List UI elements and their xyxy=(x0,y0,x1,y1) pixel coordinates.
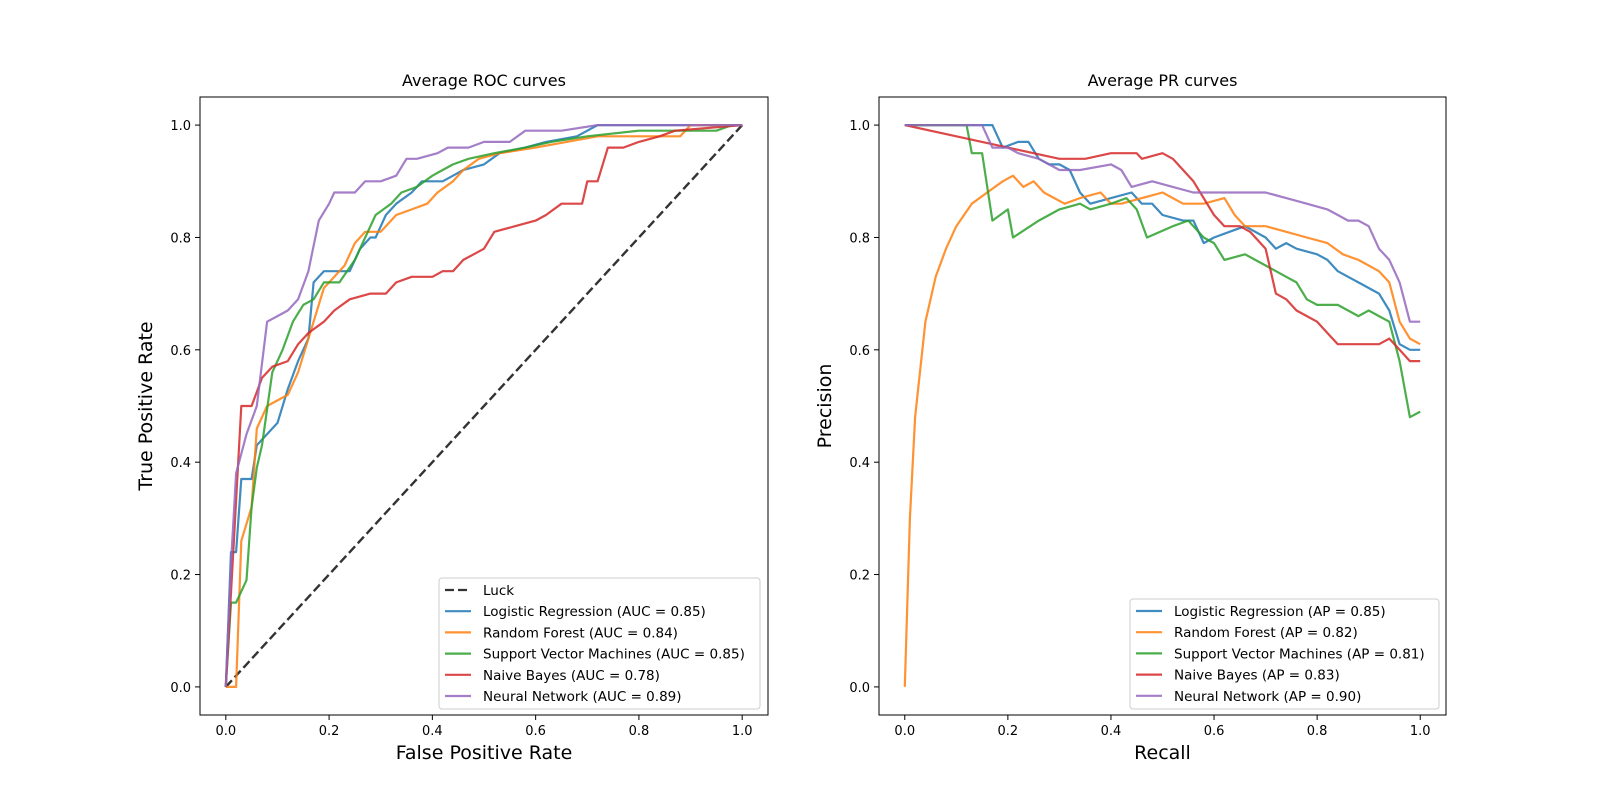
legend-entry: Neural Network (AP = 0.90) xyxy=(1174,689,1361,705)
legend-entry: Random Forest (AP = 0.82) xyxy=(1174,625,1358,641)
y-tick-label: 0.2 xyxy=(849,569,870,584)
series-line-4 xyxy=(904,124,1421,363)
legend-entry: Logistic Regression (AP = 0.85) xyxy=(1174,604,1386,620)
legend-frame xyxy=(438,577,761,710)
y-axis-label: Precision xyxy=(814,364,836,449)
legend-frame xyxy=(1129,598,1440,710)
legend: Logistic Regression (AP = 0.85) Random Fo… xyxy=(1129,598,1440,710)
series-line-3 xyxy=(904,124,1421,419)
plot-area-frame xyxy=(878,96,1447,716)
y-tick-label: 0.4 xyxy=(849,456,870,471)
legend-entry: Support Vector Machines (AP = 0.81) xyxy=(1174,646,1425,662)
legend-entry: Naive Bayes (AUC = 0.78) xyxy=(483,668,660,684)
y-axis-label: True Positive Rate xyxy=(135,321,157,491)
series-line-4 xyxy=(224,124,743,687)
y-tick-label: 0.6 xyxy=(170,344,191,359)
x-axis-label: Recall xyxy=(1134,742,1191,764)
legend-entry: Support Vector Machines (AUC = 0.85) xyxy=(483,647,745,663)
x-tick-label: 0.4 xyxy=(1101,724,1122,739)
x-tick-label: 0.6 xyxy=(1204,724,1225,739)
series-line-1 xyxy=(224,124,744,688)
x-tick-label: 0.6 xyxy=(525,724,546,739)
x-tick-label: 0.0 xyxy=(894,724,915,739)
y-tick-label: 0.2 xyxy=(170,569,191,584)
legend-entry: Logistic Regression (AUC = 0.85) xyxy=(483,604,706,620)
chart-1: 0.0 0.2 0.4 0.6 0.8 1.0 0.0 0.2 0.4 0.6 0.8 1.0 Aver… xyxy=(135,71,769,764)
x-tick-label: 0.0 xyxy=(215,724,236,739)
series-line-3 xyxy=(225,124,743,688)
y-tick-label: 0.0 xyxy=(849,681,870,696)
x-tick-label: 0.2 xyxy=(998,724,1019,739)
x-tick-label: 0.8 xyxy=(629,724,650,739)
x-tick-label: 0.8 xyxy=(1307,724,1328,739)
plot-area-frame xyxy=(199,96,769,716)
chart-title: Average PR curves xyxy=(1088,71,1238,90)
y-tick-label: 0.0 xyxy=(170,681,191,696)
y-tick-label: 0.6 xyxy=(849,344,870,359)
series-line-5 xyxy=(904,124,1421,323)
x-axis-label: False Positive Rate xyxy=(396,742,573,764)
x-tick-label: 1.0 xyxy=(1410,724,1431,739)
y-tick-label: 0.8 xyxy=(849,231,870,246)
y-tick-label: 1.0 xyxy=(849,119,870,134)
y-tick-label: 1.0 xyxy=(170,119,191,134)
x-tick-label: 0.2 xyxy=(319,724,340,739)
series-line-2 xyxy=(903,174,1421,687)
x-tick-label: 0.4 xyxy=(422,724,443,739)
series-line-5 xyxy=(224,124,743,687)
legend-entry: Random Forest (AUC = 0.84) xyxy=(483,625,678,641)
chart-2: 0.0 0.2 0.4 0.6 0.8 1.0 0.0 0.2 0.4 0.6 0.8 1.0 Aver… xyxy=(814,71,1447,764)
legend: Luck Logistic Regression (AUC = 0.85) Rand… xyxy=(438,577,761,710)
series-line-6 xyxy=(224,124,743,687)
chart-title: Average ROC curves xyxy=(402,71,566,90)
y-tick-label: 0.4 xyxy=(170,456,191,471)
legend-entry: Luck xyxy=(483,583,514,599)
y-tick-label: 0.8 xyxy=(170,231,191,246)
legend-entry: Neural Network (AUC = 0.89) xyxy=(483,689,682,705)
legend-entry: Naive Bayes (AP = 0.83) xyxy=(1174,668,1340,684)
x-tick-label: 1.0 xyxy=(732,724,753,739)
